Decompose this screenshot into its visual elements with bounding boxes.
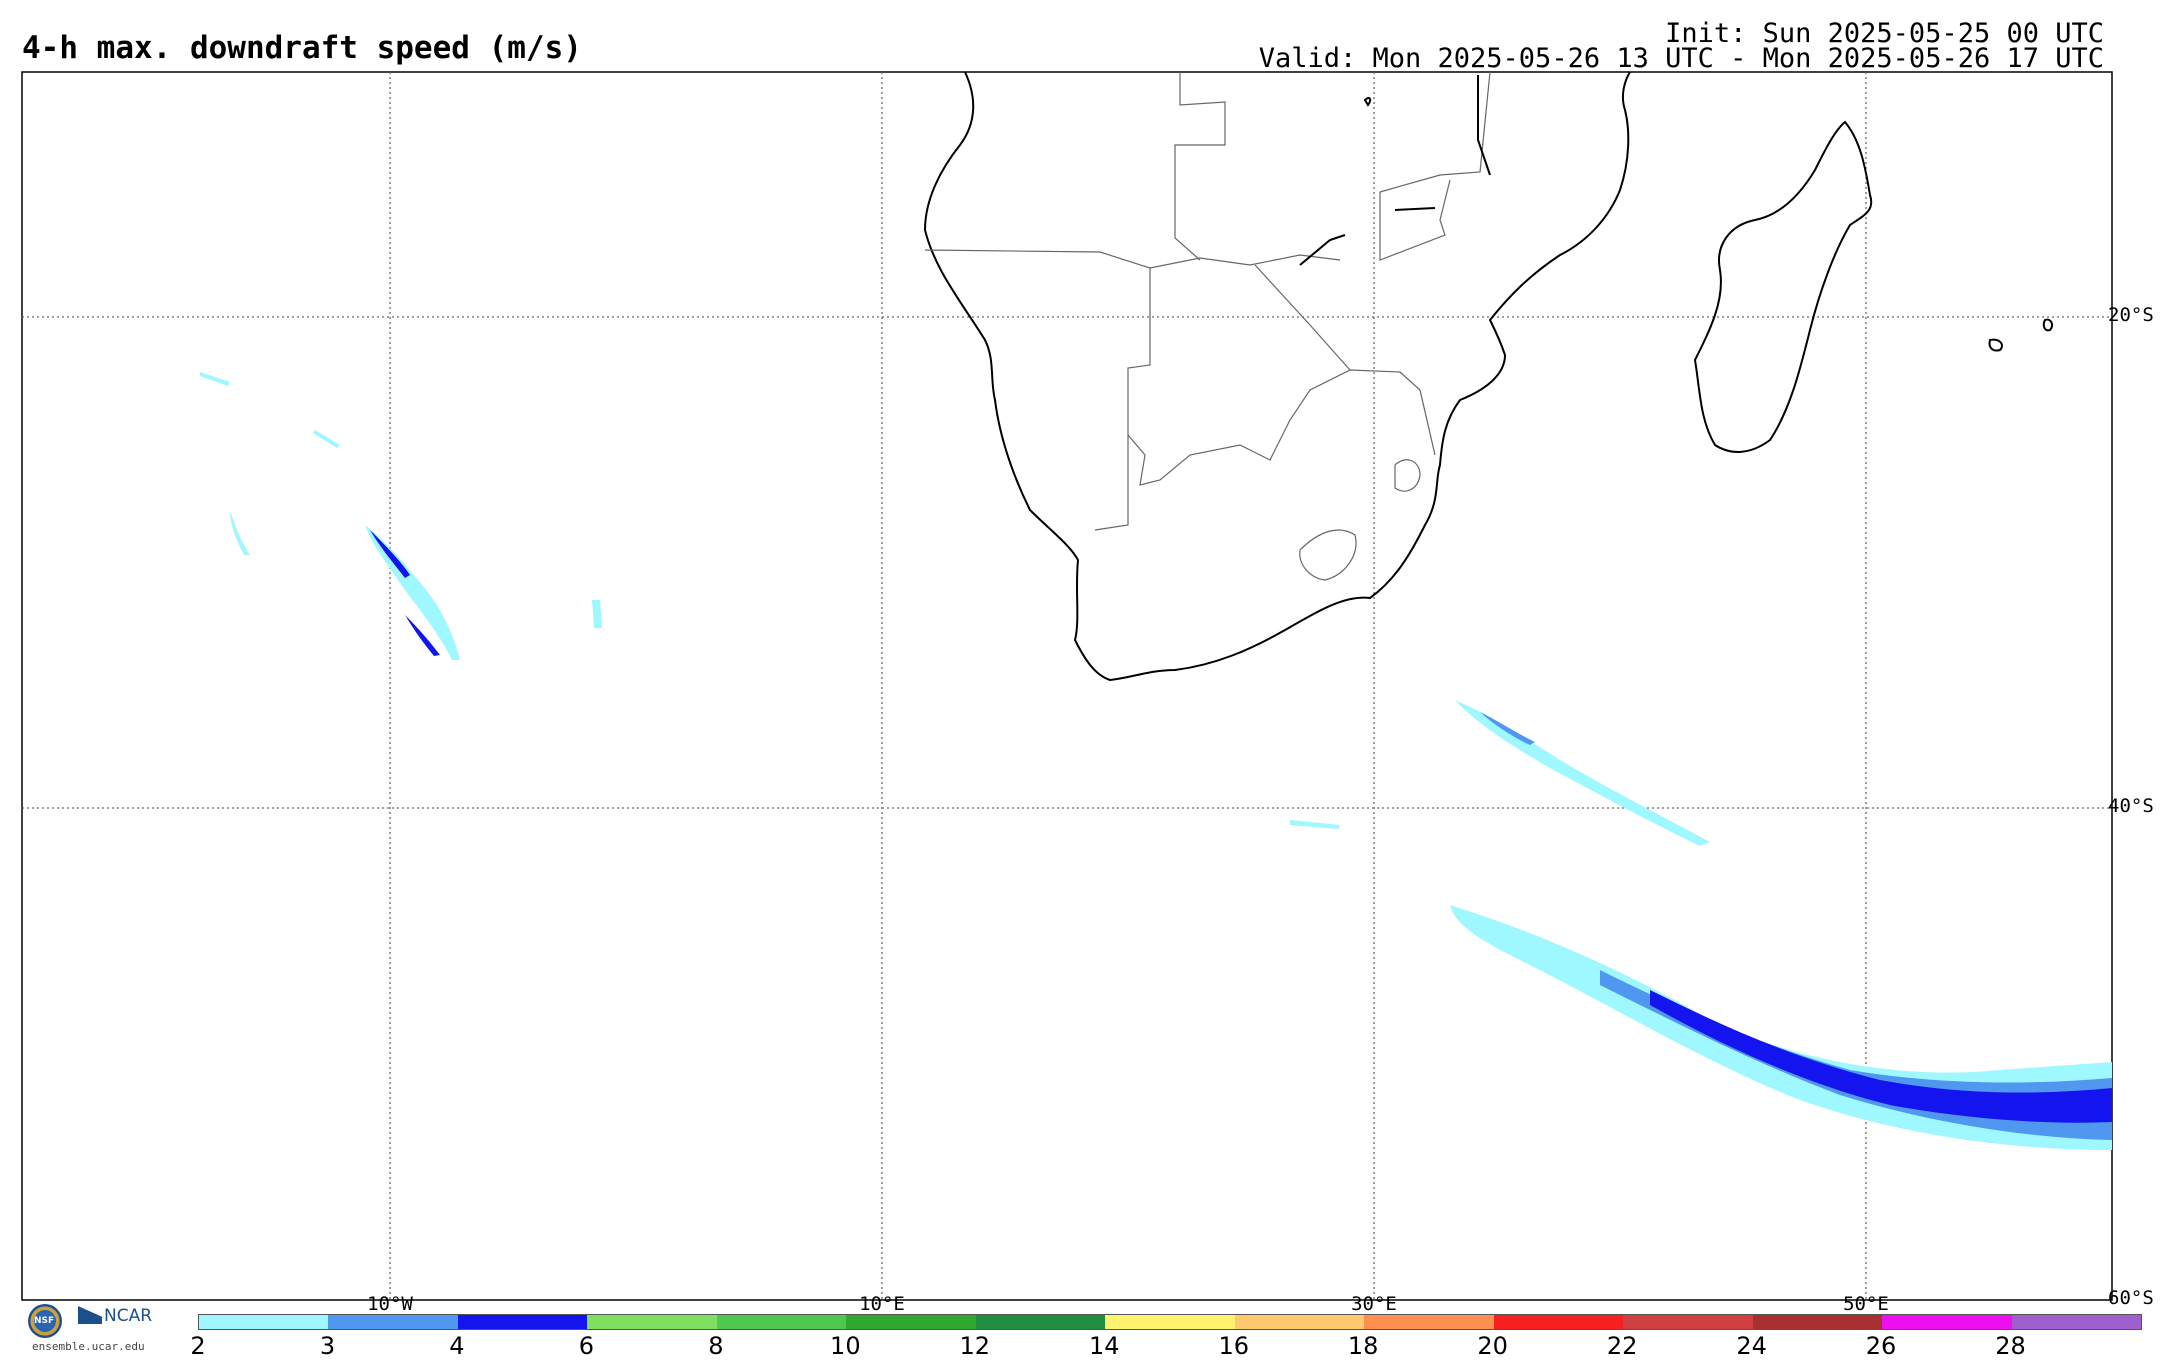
colorbar-segment xyxy=(1234,1315,1365,1329)
streak-west-core xyxy=(370,530,410,578)
colorbar-segment xyxy=(457,1315,588,1329)
ncar-logo-icon xyxy=(78,1306,102,1324)
colorbar-segment xyxy=(1105,1315,1235,1329)
streak-west-5 xyxy=(592,600,602,628)
lon-label-10w: 10°W xyxy=(367,1293,413,1315)
colorbar-tick-label: 3 xyxy=(319,1332,336,1360)
init-time: Init: Sun 2025-05-25 00 UTC xyxy=(1665,18,2104,49)
colorbar-segment xyxy=(1364,1315,1494,1329)
streak-west-4 xyxy=(313,430,340,448)
colorbar-tick-label: 12 xyxy=(959,1332,991,1360)
site-url: ensemble.ucar.edu xyxy=(32,1340,145,1353)
colorbar-segment xyxy=(1493,1315,1624,1329)
colorbar-tick-label: 18 xyxy=(1347,1332,1379,1360)
island-1 xyxy=(1988,338,2003,352)
band-core xyxy=(1650,990,2112,1123)
streak-west-2 xyxy=(230,510,250,555)
madagascar xyxy=(1693,120,1873,453)
colorbar-tick-label: 2 xyxy=(190,1332,206,1360)
colorbar-segment xyxy=(975,1315,1106,1329)
colorbar-tick-label: 8 xyxy=(708,1332,724,1360)
africa-coast xyxy=(923,71,1631,682)
colorbar-tick-label: 22 xyxy=(1606,1332,1638,1360)
graticule xyxy=(22,72,2112,1300)
colorbar-tick-label: 20 xyxy=(1477,1332,1508,1360)
colorbar-segment xyxy=(1752,1315,1883,1329)
lon-label-50e: 50°E xyxy=(1843,1293,1889,1315)
lat-label-20s: 20°S xyxy=(2108,304,2154,326)
colorbar xyxy=(198,1314,2142,1330)
colorbar-tick-label: 26 xyxy=(1865,1332,1897,1360)
colorbar-segment xyxy=(2011,1315,2142,1329)
streak-east-6 xyxy=(1290,820,1340,829)
nsf-logo-text: NSF xyxy=(34,1316,55,1326)
chart-title: 4-h max. downdraft speed (m/s) xyxy=(22,30,582,66)
country-borders xyxy=(924,71,1491,581)
ncar-logo-text: NCAR xyxy=(104,1306,153,1326)
colorbar-tick-label: 4 xyxy=(449,1332,465,1360)
colorbar-segment xyxy=(1882,1315,2012,1329)
colorbar-tick-label: 28 xyxy=(1995,1332,2026,1360)
colorbar-segment xyxy=(846,1315,976,1329)
downdraft-field xyxy=(200,372,2112,1150)
logo-block: NSF NCAR ensemble.ucar.edu xyxy=(24,1300,158,1354)
band2-core xyxy=(1480,712,1535,745)
lesotho xyxy=(1299,529,1357,581)
map-frame xyxy=(21,71,2113,1301)
island-2 xyxy=(2042,318,2054,332)
lon-label-10e: 10°E xyxy=(859,1293,905,1315)
streak-west-3 xyxy=(200,372,230,386)
valid-time: Valid: Mon 2025-05-26 13 UTC - Mon 2025-… xyxy=(1258,43,2104,74)
lakes xyxy=(1299,75,1491,266)
colorbar-segment xyxy=(199,1315,329,1329)
colorbar-tick-label: 14 xyxy=(1088,1332,1120,1360)
nsf-logo-icon xyxy=(28,1304,62,1338)
coastlines xyxy=(923,71,2054,682)
streak-west-core2 xyxy=(405,615,440,656)
colorbar-tick-label: 16 xyxy=(1218,1332,1249,1360)
colorbar-tick-label: 10 xyxy=(830,1332,861,1360)
streak-west-1 xyxy=(365,525,460,660)
colorbar-segment xyxy=(1623,1315,1753,1329)
lat-label-60s: 60°S xyxy=(2108,1287,2154,1309)
colorbar-tick-label: 24 xyxy=(1736,1332,1767,1360)
lat-label-40s: 40°S xyxy=(2108,795,2154,817)
colorbar-tick-label: 6 xyxy=(578,1332,595,1360)
colorbar-segment xyxy=(328,1315,458,1329)
eswatini xyxy=(1394,459,1421,492)
colorbar-segment xyxy=(716,1315,847,1329)
colorbar-segment xyxy=(587,1315,717,1329)
lon-label-30e: 30°E xyxy=(1351,1293,1397,1315)
